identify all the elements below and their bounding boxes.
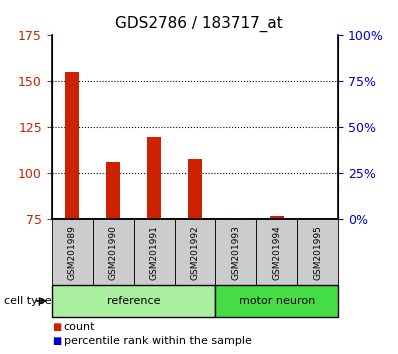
Text: GSM201992: GSM201992	[191, 225, 199, 280]
Text: percentile rank within the sample: percentile rank within the sample	[64, 336, 252, 346]
Bar	[188, 159, 202, 354]
Text: motor neuron: motor neuron	[239, 296, 315, 306]
Bar	[65, 72, 79, 354]
Bar	[106, 162, 120, 354]
Text: ■: ■	[52, 322, 61, 332]
Text: GSM201990: GSM201990	[109, 225, 118, 280]
Bar	[311, 219, 325, 354]
Text: GSM201993: GSM201993	[232, 225, 240, 280]
Text: GSM201994: GSM201994	[272, 225, 281, 280]
Bar	[147, 137, 161, 354]
Text: count: count	[64, 322, 95, 332]
Text: cell type: cell type	[4, 296, 52, 306]
Text: GSM201995: GSM201995	[313, 225, 322, 280]
Text: ■: ■	[52, 336, 61, 346]
Text: GSM201989: GSM201989	[68, 225, 77, 280]
Text: reference: reference	[107, 296, 160, 306]
Text: GDS2786 / 183717_at: GDS2786 / 183717_at	[115, 16, 283, 32]
Bar	[229, 218, 243, 354]
Text: GSM201991: GSM201991	[150, 225, 158, 280]
Bar	[270, 216, 284, 354]
